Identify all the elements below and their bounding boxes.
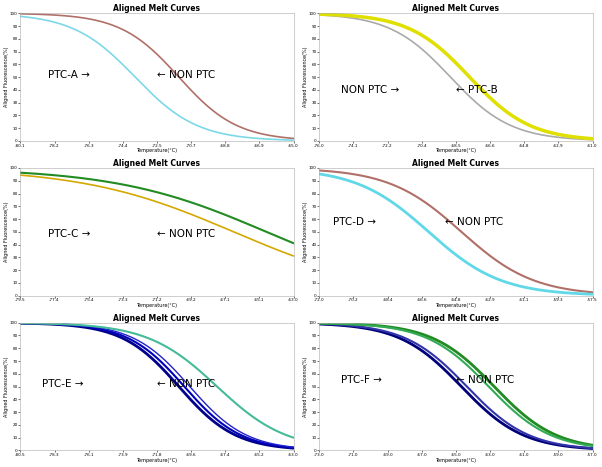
X-axis label: Temperature(°C): Temperature(°C) (137, 458, 178, 463)
Text: ← NON PTC: ← NON PTC (157, 379, 216, 389)
Text: NON PTC →: NON PTC → (341, 85, 399, 95)
Text: ← NON PTC: ← NON PTC (157, 70, 216, 79)
Text: PTC-C →: PTC-C → (48, 229, 90, 240)
Text: ← PTC-B: ← PTC-B (456, 85, 498, 95)
Y-axis label: Aligned Fluorescence(%): Aligned Fluorescence(%) (4, 202, 9, 262)
Title: Aligned Melt Curves: Aligned Melt Curves (114, 159, 200, 168)
Title: Aligned Melt Curves: Aligned Melt Curves (412, 4, 500, 13)
Text: PTC-D →: PTC-D → (333, 217, 376, 226)
Title: Aligned Melt Curves: Aligned Melt Curves (114, 4, 200, 13)
Text: ← NON PTC: ← NON PTC (456, 375, 514, 385)
Y-axis label: Aligned Fluorescence(%): Aligned Fluorescence(%) (303, 202, 308, 262)
Title: Aligned Melt Curves: Aligned Melt Curves (412, 314, 500, 323)
Title: Aligned Melt Curves: Aligned Melt Curves (114, 314, 200, 323)
Y-axis label: Aligned Fluorescence(%): Aligned Fluorescence(%) (303, 47, 308, 107)
X-axis label: Temperature(°C): Temperature(°C) (435, 458, 476, 463)
Text: PTC-E →: PTC-E → (42, 379, 84, 389)
Text: ← NON PTC: ← NON PTC (157, 229, 216, 240)
Title: Aligned Melt Curves: Aligned Melt Curves (412, 159, 500, 168)
Y-axis label: Aligned Fluorescence(%): Aligned Fluorescence(%) (303, 356, 308, 417)
X-axis label: Temperature(°C): Temperature(°C) (435, 149, 476, 153)
Text: ← NON PTC: ← NON PTC (445, 217, 503, 226)
X-axis label: Temperature(°C): Temperature(°C) (137, 303, 178, 308)
Text: PTC-F →: PTC-F → (341, 375, 382, 385)
Y-axis label: Aligned Fluorescence(%): Aligned Fluorescence(%) (4, 47, 9, 107)
Y-axis label: Aligned Fluorescence(%): Aligned Fluorescence(%) (4, 356, 9, 417)
Text: PTC-A →: PTC-A → (48, 70, 90, 79)
X-axis label: Temperature(°C): Temperature(°C) (435, 303, 476, 308)
X-axis label: Temperature(°C): Temperature(°C) (137, 149, 178, 153)
